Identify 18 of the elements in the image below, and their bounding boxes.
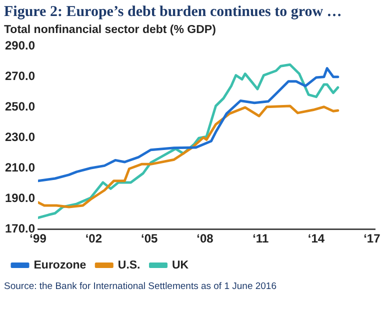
- x-tick-label: ‘17: [364, 232, 381, 246]
- y-tick-label: 270.0: [5, 68, 36, 83]
- y-tick-label: 290.0: [5, 38, 36, 53]
- chart-title: Figure 2: Europe’s debt burden continues to grow …: [3, 3, 343, 21]
- x-tick-label: ‘05: [140, 232, 158, 246]
- legend-label: Eurozone: [34, 259, 86, 272]
- x-tick-label: ‘11: [252, 232, 269, 246]
- source-note: Source: the Bank for International Settlements as of 1 June 2016: [4, 281, 278, 292]
- y-tick-label: 190.0: [5, 190, 36, 205]
- x-tick-label: ‘14: [308, 232, 325, 246]
- legend-label: U.S.: [118, 259, 140, 272]
- x-tick-label: ‘08: [196, 232, 214, 246]
- x-tick-label: ‘02: [85, 232, 102, 246]
- y-tick-label: 230.0: [5, 130, 36, 144]
- y-tick-label: 210.0: [5, 160, 36, 174]
- chart-subtitle: Total nonfinancial sector debt (% GDP): [3, 23, 217, 36]
- y-tick-label: 250.0: [5, 99, 36, 114]
- legend-label: UK: [172, 259, 190, 272]
